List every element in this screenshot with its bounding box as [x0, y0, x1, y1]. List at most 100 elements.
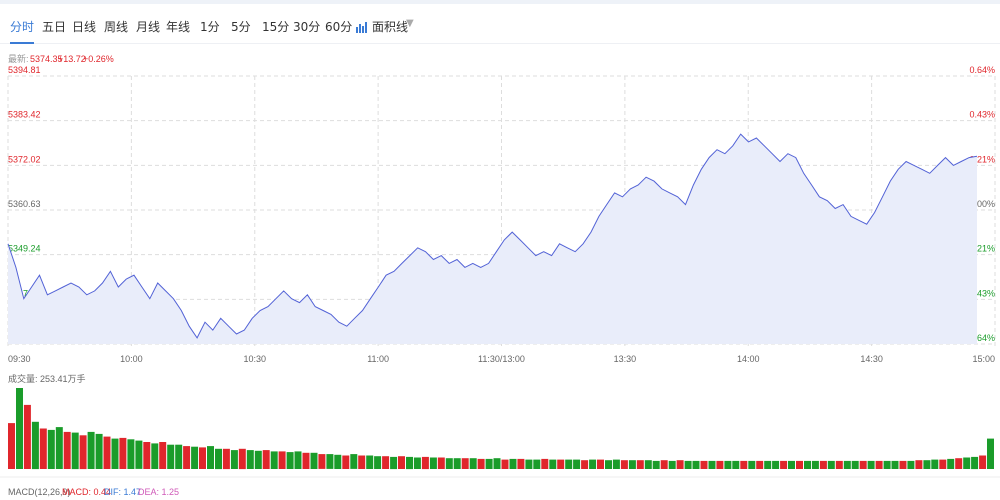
macd-value: MACD: 0.44	[62, 487, 111, 497]
tab-10[interactable]: 30分	[293, 20, 321, 34]
tab-5[interactable]: 月线	[136, 20, 161, 34]
y-tick-right: 0.64%	[969, 333, 995, 343]
volume-bar	[581, 460, 589, 469]
volume-bar	[724, 460, 732, 469]
dif-value: DIF: 1.47	[104, 487, 141, 497]
tab-1[interactable]: 分时	[10, 20, 35, 44]
volume-bar	[899, 460, 907, 469]
macd-name: MACD(12,26,9)	[8, 487, 71, 497]
x-tick: 10:30	[243, 354, 266, 364]
x-tick: 11:00	[367, 354, 389, 364]
volume-bar	[437, 457, 445, 469]
intraday-chart: 最新: 5374.35+13.72+0.26% 5394.81 0.64% 5383.4…	[0, 53, 1000, 497]
volume-bar	[668, 460, 676, 469]
volume-bar	[907, 460, 915, 469]
area-chart-icon[interactable]	[355, 21, 367, 33]
volume-bar	[979, 455, 987, 469]
volume-bar	[565, 459, 573, 469]
x-tick: 13:30	[614, 354, 637, 364]
volume-bar	[461, 458, 469, 469]
latest-label: 最新:	[8, 53, 29, 64]
volume-bar	[382, 456, 390, 469]
volume-bar	[716, 460, 724, 469]
latest-pct: +0.26%	[83, 54, 114, 64]
y-tick-right: 0.21%	[969, 244, 995, 254]
volume-bar	[549, 459, 557, 469]
volume-bar	[47, 429, 55, 469]
volume-bar	[827, 460, 835, 469]
volume-bar	[843, 460, 851, 469]
volume-bar	[135, 440, 143, 469]
volume-bar	[215, 448, 222, 470]
volume-bar	[509, 458, 517, 469]
y-tick-left: 5360.63	[8, 199, 41, 209]
volume-bar	[374, 456, 382, 469]
volume-bar	[445, 458, 453, 469]
y-tick-left: 5372.02	[8, 154, 41, 164]
volume-bar	[891, 460, 899, 469]
latest-change: +13.72	[58, 54, 86, 64]
volume-bar	[644, 460, 652, 469]
volume-bar	[923, 460, 931, 469]
volume-bar	[557, 459, 565, 469]
volume-bar	[278, 451, 286, 469]
tab-8[interactable]: 5分	[231, 20, 251, 34]
volume-bar	[262, 450, 270, 469]
volume-bar	[692, 460, 700, 469]
volume-bar	[151, 443, 159, 469]
volume-bar	[819, 460, 827, 469]
chart-style-label[interactable]: 面积线	[372, 20, 409, 34]
volume-bar	[39, 428, 47, 469]
y-tick-left: 5349.24	[8, 244, 41, 254]
dea-value: DEA: 1.25	[138, 487, 179, 497]
x-tick: 15:00	[972, 354, 995, 364]
volume-bar	[764, 460, 772, 469]
volume-bar	[493, 458, 501, 469]
volume-bar	[183, 446, 191, 469]
volume-bar	[525, 459, 533, 469]
volume-bar	[788, 460, 795, 469]
volume-bar	[804, 460, 811, 469]
volume-bar	[883, 460, 891, 469]
volume-bar	[469, 458, 477, 469]
volume-bar	[636, 460, 644, 469]
volume-bar	[87, 431, 95, 469]
volume-bar	[207, 446, 214, 469]
volume-bar	[605, 460, 612, 469]
volume-bar	[103, 436, 111, 469]
volume-bar	[222, 448, 230, 470]
tab-2[interactable]: 五日	[42, 20, 67, 34]
volume-bar	[811, 460, 819, 469]
volume-bar	[286, 452, 294, 469]
y-tick-left: 5337.84	[8, 288, 41, 298]
volume-bar	[230, 450, 238, 469]
volume-bar	[501, 459, 509, 469]
volume-bar	[796, 460, 803, 469]
volume-bar	[589, 459, 597, 469]
tab-6[interactable]: 年线	[166, 20, 191, 34]
volume-bar	[477, 458, 485, 469]
volume-bar	[111, 438, 119, 469]
volume-bar	[708, 460, 716, 469]
tab-9[interactable]: 15分	[262, 20, 290, 34]
tab-4[interactable]: 周线	[104, 20, 129, 34]
volume-bar	[915, 460, 923, 469]
volume-bar	[23, 404, 31, 469]
volume-bar	[238, 448, 246, 470]
y-tick-left: 5383.42	[8, 110, 41, 120]
volume-bar	[390, 456, 398, 470]
volume-bar	[318, 454, 326, 469]
tab-7[interactable]: 1分	[200, 20, 220, 34]
volume-bar	[612, 459, 620, 469]
caret-down-icon[interactable]: ▼	[406, 18, 414, 29]
volume-bar	[676, 460, 684, 469]
volume-bar	[740, 460, 748, 469]
volume-bar	[453, 458, 461, 469]
volume-bar	[167, 444, 175, 469]
volume-bar	[270, 451, 278, 469]
volume-bar	[334, 454, 342, 469]
volume-bar	[326, 454, 334, 469]
volume-bar	[931, 459, 939, 469]
tab-3[interactable]: 日线	[72, 20, 97, 34]
tab-11[interactable]: 60分	[325, 20, 353, 34]
